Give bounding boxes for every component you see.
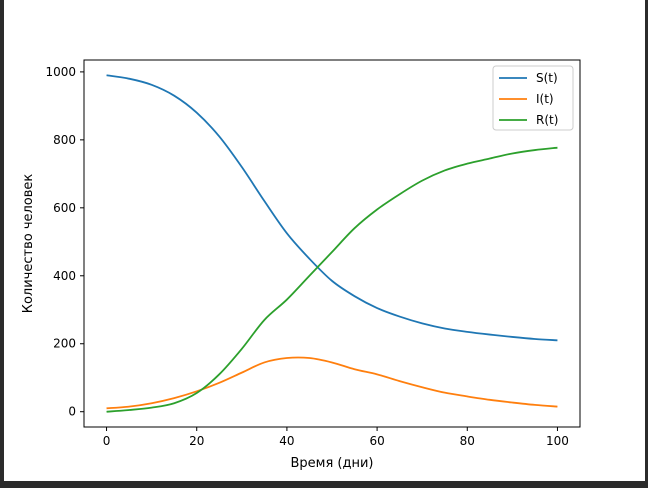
legend: S(t) I(t) R(t) — [492, 65, 574, 131]
y-tick-label: 1000 — [45, 65, 76, 79]
series-line-rt — [106, 146, 558, 413]
y-axis-label: Количество человек — [21, 174, 36, 314]
y-axis-ticks: 0 200 400 600 800 1000 — [45, 65, 84, 419]
legend-label: R(t) — [536, 113, 558, 127]
series-layer — [106, 74, 558, 413]
x-tick-label: 60 — [369, 434, 384, 448]
x-tick-label: 100 — [546, 434, 569, 448]
y-tick-label: 0 — [68, 405, 76, 419]
x-tick-label: 80 — [460, 434, 475, 448]
x-axis-label: Время (дни) — [290, 456, 373, 471]
axes-frame — [83, 59, 581, 428]
y-tick-label: 800 — [53, 133, 76, 147]
legend-box — [492, 65, 574, 131]
series-line-it — [106, 356, 558, 410]
y-tick-label: 600 — [53, 201, 76, 215]
x-tick-label: 0 — [103, 434, 111, 448]
legend-label: I(t) — [536, 92, 554, 106]
x-tick-label: 20 — [189, 434, 204, 448]
legend-label: S(t) — [536, 71, 558, 85]
series-line-st — [106, 74, 558, 342]
x-axis-ticks: 0 20 40 60 80 100 — [103, 427, 569, 448]
chart-figure: 0 20 40 60 80 100 0 200 400 600 800 1000 Время (дн… — [4, 0, 645, 481]
x-tick-label: 40 — [279, 434, 294, 448]
y-tick-label: 400 — [53, 269, 76, 283]
y-tick-label: 200 — [53, 337, 76, 351]
line-chart: 0 20 40 60 80 100 0 200 400 600 800 1000 Время (дн… — [21, 59, 581, 471]
